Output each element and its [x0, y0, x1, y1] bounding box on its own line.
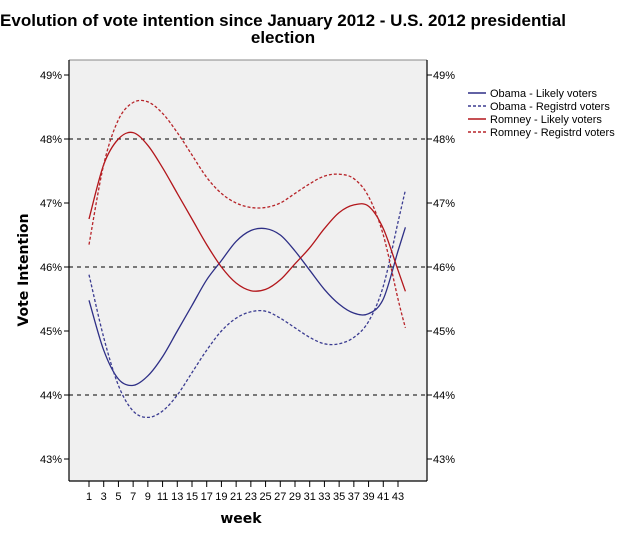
- x-tick-label: 19: [215, 491, 227, 503]
- x-tick-label: 11: [157, 491, 168, 503]
- x-tick-label: 25: [259, 491, 271, 503]
- right-y-ticks: 43% 44% 45% 46% 47% 48% 49%: [427, 70, 455, 466]
- x-tick-label: 17: [201, 491, 213, 503]
- y-tick-label-left: 44%: [40, 390, 62, 402]
- legend-label-obama-likely-voters: Obama - Likely voters: [490, 88, 597, 100]
- x-tick-label: 5: [115, 491, 121, 503]
- x-tick-label: 33: [318, 491, 330, 503]
- x-tick-label: 31: [304, 491, 316, 503]
- y-tick-label-left: 46%: [40, 262, 62, 274]
- chart-title-line-2: election: [251, 28, 315, 47]
- series-line-romney-registrd-voters: [88, 99, 407, 328]
- left-y-ticks: 43% 44% 45% 46% 47% 48% 49%: [40, 70, 69, 466]
- series-line-obama-likely-voters: [88, 227, 407, 387]
- x-tick-label: 39: [362, 491, 374, 503]
- legend-label-obama-registrd-voters: Obama - Registrd voters: [490, 101, 610, 113]
- legend-label-romney-registrd-voters: Romney - Registrd voters: [490, 127, 615, 139]
- series-lines: [88, 99, 407, 419]
- y-tick-label-right: 47%: [433, 198, 455, 210]
- y-tick-label-left: 48%: [40, 134, 62, 146]
- x-tick-label: 13: [171, 491, 183, 503]
- reference-lines: [69, 138, 427, 396]
- legend-label-romney-likely-voters: Romney - Likely voters: [490, 114, 602, 126]
- y-tick-label-right: 49%: [433, 70, 455, 82]
- x-tick-label: 35: [333, 491, 345, 503]
- x-tick-label: 3: [101, 491, 107, 503]
- y-tick-label-left: 43%: [40, 454, 62, 466]
- y-tick-label-left: 49%: [40, 70, 62, 82]
- series-line-romney-likely-voters: [88, 131, 407, 292]
- chart-title-line-1: Evolution of vote intention since Januar…: [0, 11, 566, 30]
- chart-title: Evolution of vote intention since Januar…: [0, 11, 566, 47]
- y-tick-label-right: 44%: [433, 390, 455, 402]
- x-tick-label: 21: [230, 491, 242, 503]
- y-tick-label-left: 45%: [40, 326, 62, 338]
- x-tick-label: 37: [348, 491, 360, 503]
- x-tick-label: 27: [274, 491, 286, 503]
- x-tick-label: 1: [86, 491, 92, 503]
- y-tick-label-left: 47%: [40, 198, 62, 210]
- x-tick-label: 9: [145, 491, 151, 503]
- y-tick-label-right: 48%: [433, 134, 455, 146]
- x-tick-label: 7: [130, 491, 136, 503]
- x-ticks: 1 3 5 7 9 11 13 15 17 19 21 23 25 27 29 31 33 35 37 39 41 43: [86, 481, 404, 503]
- x-tick-label: 15: [186, 491, 198, 503]
- x-tick-label: 23: [245, 491, 257, 503]
- x-tick-label: 41: [377, 491, 389, 503]
- x-tick-label: 29: [289, 491, 301, 503]
- y-tick-label-right: 43%: [433, 454, 455, 466]
- y-tick-label-right: 46%: [433, 262, 455, 274]
- x-tick-label: 43: [392, 491, 404, 503]
- y-tick-label-right: 45%: [433, 326, 455, 338]
- x-axis-title: week: [220, 511, 262, 527]
- plot-area: [69, 60, 427, 481]
- series-line-obama-registrd-voters: [88, 190, 407, 419]
- y-axis-title: Vote Intention: [16, 213, 32, 326]
